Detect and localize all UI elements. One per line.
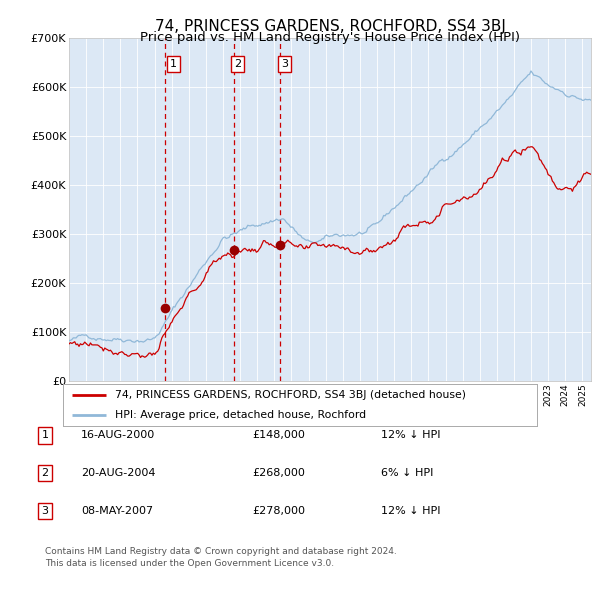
Text: 3: 3 — [41, 506, 49, 516]
Text: HPI: Average price, detached house, Rochford: HPI: Average price, detached house, Roch… — [115, 409, 366, 419]
Text: 6% ↓ HPI: 6% ↓ HPI — [381, 468, 433, 478]
Text: Contains HM Land Registry data © Crown copyright and database right 2024.
This d: Contains HM Land Registry data © Crown c… — [45, 547, 397, 568]
Text: Price paid vs. HM Land Registry's House Price Index (HPI): Price paid vs. HM Land Registry's House … — [140, 31, 520, 44]
Text: 74, PRINCESS GARDENS, ROCHFORD, SS4 3BJ: 74, PRINCESS GARDENS, ROCHFORD, SS4 3BJ — [155, 19, 505, 34]
Text: 20-AUG-2004: 20-AUG-2004 — [81, 468, 155, 478]
Text: 12% ↓ HPI: 12% ↓ HPI — [381, 506, 440, 516]
Text: 74, PRINCESS GARDENS, ROCHFORD, SS4 3BJ (detached house): 74, PRINCESS GARDENS, ROCHFORD, SS4 3BJ … — [115, 390, 466, 400]
Text: 16-AUG-2000: 16-AUG-2000 — [81, 431, 155, 440]
Text: 3: 3 — [281, 59, 288, 69]
Text: 2: 2 — [41, 468, 49, 478]
Text: 08-MAY-2007: 08-MAY-2007 — [81, 506, 153, 516]
Text: £278,000: £278,000 — [252, 506, 305, 516]
Text: 2: 2 — [234, 59, 241, 69]
Text: 1: 1 — [41, 431, 49, 440]
Text: £148,000: £148,000 — [252, 431, 305, 440]
Text: 12% ↓ HPI: 12% ↓ HPI — [381, 431, 440, 440]
Text: £268,000: £268,000 — [252, 468, 305, 478]
Text: 1: 1 — [170, 59, 177, 69]
